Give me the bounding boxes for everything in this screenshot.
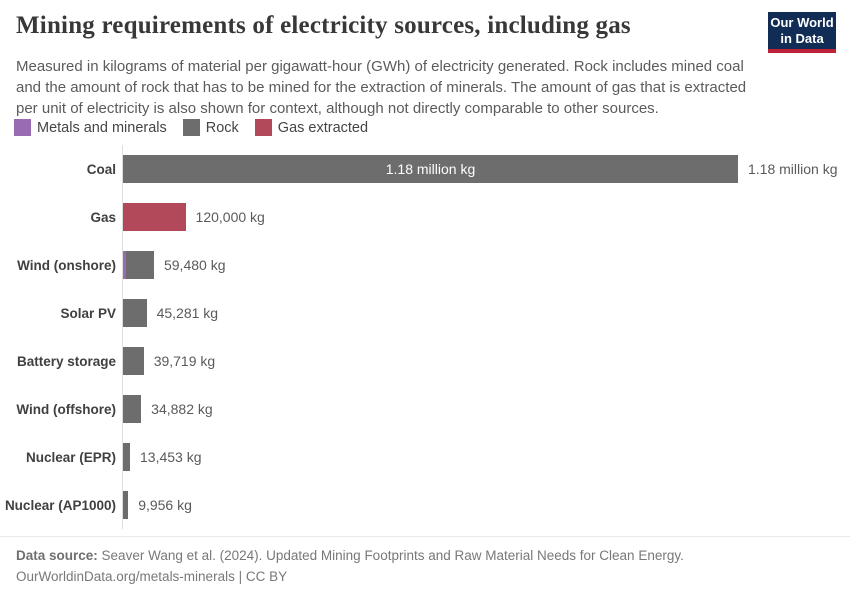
bar-inside-value-label: 1.18 million kg: [385, 161, 476, 177]
bar-segment-rock: [123, 347, 144, 375]
entity-label: Coal: [86, 161, 116, 177]
chart-subtitle: Measured in kilograms of material per gi…: [16, 56, 746, 119]
y-axis-line: [122, 145, 123, 529]
legend: Metals and minerals Rock Gas extracted: [14, 119, 368, 136]
legend-swatch: [182, 119, 200, 136]
bar-row-wind-onshore: Wind (onshore) 59,480 kg: [0, 241, 850, 289]
datasource-line: Data source: Seaver Wang et al. (2024). …: [16, 545, 684, 566]
bar: [123, 347, 144, 375]
bar: [123, 299, 147, 327]
value-label: 120,000 kg: [195, 209, 265, 225]
value-label: 13,453 kg: [140, 449, 202, 465]
legend-item-rock: Rock: [182, 119, 239, 136]
entity-label: Nuclear (AP1000): [4, 497, 116, 513]
owid-logo[interactable]: Our World in Data: [768, 12, 836, 53]
entity-label: Wind (onshore): [17, 257, 116, 273]
value-label: 45,281 kg: [156, 305, 219, 321]
legend-item-metals-and-minerals: Metals and minerals: [14, 119, 167, 136]
bar-segment-rock: [123, 443, 130, 471]
subtitle-line: Measured in kilograms of material per gi…: [16, 58, 744, 75]
bar-segment-gas: [123, 203, 186, 231]
bar-row-nuclear-epr: Nuclear (EPR) 13,453 kg: [0, 433, 850, 481]
bar-row-coal: Coal 1.18 million kg 1.18 million kg: [0, 145, 850, 193]
bar-segment-rock: [123, 155, 738, 183]
entity-label: Wind (offshore): [16, 401, 116, 417]
entity-label: Battery storage: [16, 353, 116, 369]
bar-segment-rock: [123, 491, 129, 519]
legend-swatch: [14, 119, 31, 136]
citation-url-line: OurWorldinData.org/metals-minerals | CC …: [16, 569, 288, 584]
owid-logo-line2: in Data: [780, 31, 824, 46]
bar-row-nuclear-ap1000: Nuclear (AP1000) 9,956 kg: [0, 481, 850, 529]
bar-segment-metals: [123, 251, 126, 279]
bar: [123, 251, 154, 279]
value-label: 39,719 kg: [153, 353, 216, 369]
bar-rows: Coal 1.18 million kg 1.18 million kg Gas…: [0, 145, 850, 529]
value-label: 9,956 kg: [138, 497, 192, 513]
value-label: 1.18 million kg: [748, 161, 838, 177]
legend-item-gas-extracted: Gas extracted: [254, 119, 369, 136]
subtitle-line: and the amount of rock that has to be mi…: [16, 79, 747, 96]
subtitle-line: per unit of electricity is also shown fo…: [16, 100, 659, 117]
footer: Data source: Seaver Wang et al. (2024). …: [16, 545, 684, 587]
bar: [123, 443, 130, 471]
datasource-text: Seaver Wang et al. (2024). Updated Minin…: [101, 548, 684, 563]
bar-row-wind-offshore: Wind (offshore) 34,882 kg: [0, 385, 850, 433]
value-label: 59,480 kg: [163, 257, 226, 273]
bar: [123, 395, 142, 423]
datasource-label: Data source:: [16, 548, 98, 563]
footer-divider: [0, 536, 850, 537]
bar-segment-rock: [125, 251, 154, 279]
legend-label: Gas extracted: [277, 119, 369, 136]
bar-row-gas: Gas 120,000 kg: [0, 193, 850, 241]
bar-segment-rock: [123, 299, 147, 327]
legend-label: Rock: [205, 119, 239, 136]
bar: [123, 203, 186, 231]
bar-segment-rock: [123, 395, 142, 423]
entity-label: Solar PV: [60, 305, 116, 321]
bar: 1.18 million kg: [123, 155, 738, 183]
owid-logo-line1: Our World: [770, 15, 834, 30]
legend-label: Metals and minerals: [37, 119, 167, 136]
bar-row-battery-storage: Battery storage 39,719 kg: [0, 337, 850, 385]
bar-row-solar-pv: Solar PV 45,281 kg: [0, 289, 850, 337]
entity-label: Gas: [90, 209, 116, 225]
value-label: 34,882 kg: [151, 401, 213, 417]
legend-swatch: [254, 119, 272, 136]
bar: [123, 491, 129, 519]
entity-label: Nuclear (EPR): [25, 449, 116, 465]
page-title: Mining requirements of electricity sourc…: [16, 12, 631, 39]
